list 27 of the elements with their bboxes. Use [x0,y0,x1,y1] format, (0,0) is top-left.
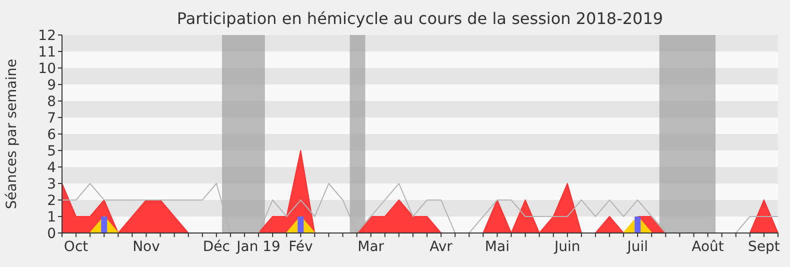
x-tick-label: Nov [132,239,160,255]
x-tick-label: Mar [358,239,384,255]
x-tick-label: Mai [484,239,510,255]
y-tick-label: 6 [47,126,56,143]
y-tick-label: 1 [47,209,56,226]
y-tick-label: 0 [47,226,56,242]
x-tick-label: Août [692,239,724,255]
x-tick-label: Sept [748,239,780,255]
y-tick-label: 3 [47,176,56,192]
y-tick-label: 10 [38,60,56,77]
y-tick-label: 8 [47,94,56,110]
x-tick-label: Jan 19 [236,239,280,255]
y-tick-label: 4 [47,160,56,176]
y-tick-label: 11 [38,44,56,60]
x-tick-label: Oct [64,239,89,255]
y-tick-label: 7 [47,110,56,126]
x-tick-label: Juil [626,239,648,255]
y-tick-label: 2 [47,192,56,209]
x-tick-label: Juin [554,239,580,255]
x-tick-label: Fév [288,239,313,255]
x-tick-label: Avr [430,239,453,255]
x-tick-label: Déc [202,239,230,255]
y-axis-title: Séances par semaine [4,58,20,210]
y-tick-label: 12 [38,28,56,44]
chart-title: Participation en hémicycle au cours de la session 2018-2019 [176,9,664,28]
y-tick-label: 9 [47,77,56,94]
y-tick-label: 5 [47,143,56,160]
